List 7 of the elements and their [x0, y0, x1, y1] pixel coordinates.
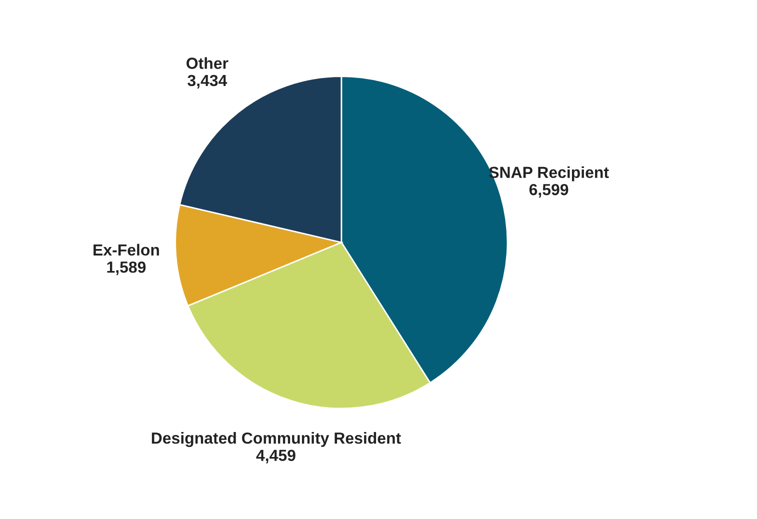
slice-label: Designated Community Resident	[152, 432, 401, 447]
data-label: 6,599	[529, 184, 568, 198]
slice-label: Ex-Felon	[94, 244, 159, 256]
data-label: 1,589	[107, 262, 146, 276]
data-label: 4,459	[256, 450, 296, 464]
slice-label: Other	[186, 57, 228, 69]
data-label: 3,434	[188, 74, 228, 88]
